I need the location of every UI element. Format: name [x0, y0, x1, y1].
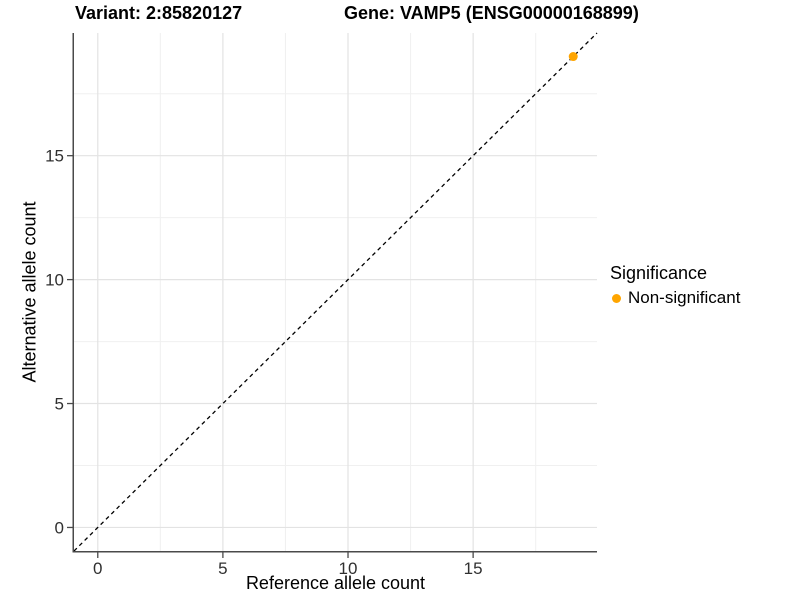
y-axis-title: Alternative allele count: [19, 201, 40, 383]
y-tick-label: 15: [45, 147, 64, 166]
data-point: [568, 52, 578, 62]
identity-line: [73, 32, 598, 552]
x-axis-title: Reference allele count: [245, 573, 426, 593]
legend: Significance Non-significant: [610, 263, 740, 308]
x-tick-label: 10: [339, 559, 358, 578]
legend-item: Non-significant: [612, 288, 740, 308]
legend-item-label: Non-significant: [628, 288, 741, 307]
x-tick-label: 0: [93, 559, 102, 578]
y-tick-label: 5: [55, 395, 64, 414]
variant-title: Variant: 2:85820127: [75, 3, 243, 23]
x-tick-label: 5: [218, 559, 227, 578]
legend-title: Significance: [610, 263, 708, 283]
y-tick-label: 0: [55, 518, 64, 537]
legend-point-icon: [612, 293, 621, 303]
x-tick-label: 15: [464, 559, 483, 578]
y-tick-label: 10: [45, 271, 64, 290]
gene-title: Gene: VAMP5 (ENSG00000168899): [344, 3, 639, 23]
